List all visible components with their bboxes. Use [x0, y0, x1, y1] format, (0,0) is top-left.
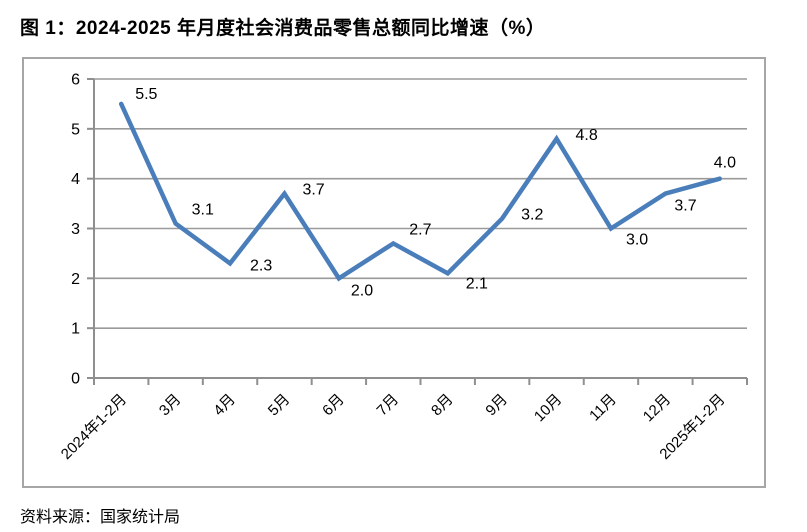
- source-note: 资料来源：国家统计局: [20, 509, 181, 526]
- x-tick-label: 3月: [156, 391, 185, 420]
- y-tick-label: 0: [71, 371, 80, 388]
- x-tick-label: 2024年1-2月: [58, 391, 130, 463]
- x-tick-label: 11月: [586, 391, 620, 425]
- x-tick-label: 4月: [210, 391, 239, 420]
- y-tick-label: 6: [71, 72, 80, 89]
- y-tick-label: 1: [71, 321, 80, 338]
- y-tick-label: 2: [71, 271, 80, 288]
- x-tick-label: 9月: [482, 391, 511, 420]
- figure-title: 图 1：2024-2025 年月度社会消费品零售总额同比增速（%）: [20, 18, 546, 39]
- data-point-label: 4.0: [714, 155, 736, 172]
- line-chart: 0 1 2 3 4 5 6 2024年1-2月 3月 4月 5月 6月 7月 8月 9月 10月 11月 12月 2…: [58, 72, 748, 463]
- data-point-label: 2.3: [250, 257, 272, 274]
- x-tick-label: 7月: [374, 391, 403, 420]
- data-point-label: 2.1: [466, 275, 488, 292]
- data-point-label: 2.0: [351, 282, 373, 299]
- data-point-label: 3.0: [626, 232, 648, 249]
- data-point-label: 4.8: [576, 127, 598, 144]
- series-line: [118, 101, 723, 282]
- y-tick-label: 4: [71, 171, 80, 188]
- data-point-label: 5.5: [135, 86, 157, 103]
- x-tick-label: 5月: [265, 391, 294, 420]
- x-tick-label: 8月: [428, 391, 457, 420]
- y-tick-label: 3: [71, 221, 80, 238]
- data-point-label: 3.1: [192, 202, 214, 219]
- chart-frame: 0 1 2 3 4 5 6 2024年1-2月 3月 4月 5月 6月 7月 8月 9月 10月 11月 12月 2…: [22, 57, 766, 488]
- data-point-label: 3.7: [674, 198, 696, 215]
- data-point-label: 3.7: [302, 182, 324, 199]
- x-tick-label: 10月: [531, 391, 565, 425]
- y-tick-label: 5: [71, 121, 80, 138]
- x-tick-label: 12月: [640, 391, 674, 425]
- data-point-label: 3.2: [521, 207, 543, 224]
- x-tick-label: 6月: [319, 391, 348, 420]
- data-point-label: 2.7: [409, 221, 431, 238]
